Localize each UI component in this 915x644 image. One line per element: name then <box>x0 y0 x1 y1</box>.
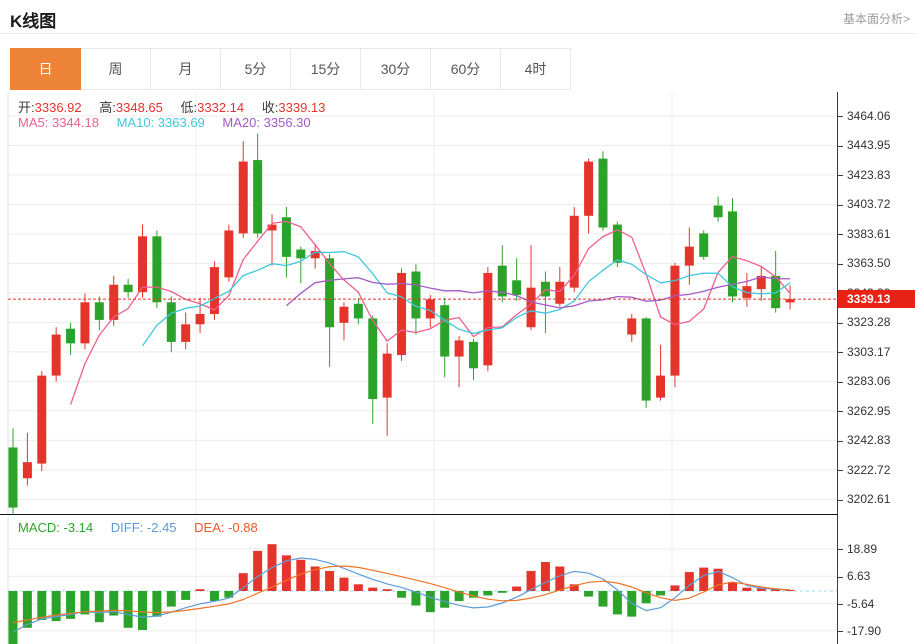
open-value: 3336.92 <box>34 100 82 115</box>
dea-value: -0.88 <box>228 520 258 535</box>
axis-tick-label: 3323.28 <box>838 314 890 330</box>
axis-tick-label: 3202.61 <box>838 491 890 507</box>
ma20-label: MA20: <box>222 115 260 130</box>
tab-15min[interactable]: 15分 <box>290 48 361 90</box>
axis-tick-label: -5.64 <box>838 596 874 612</box>
tab-30min[interactable]: 30分 <box>360 48 431 90</box>
tab-week[interactable]: 周 <box>80 48 151 90</box>
panel-divider <box>0 514 838 515</box>
low-label: 低: <box>180 100 198 115</box>
ma-bar: MA5: 3344.18 MA10: 3363.69 MA20: 3356.30 <box>18 115 311 130</box>
macd-value: -3.14 <box>63 520 94 535</box>
axis-tick-label: 3262.95 <box>838 403 890 419</box>
axis-tick-label: 18.89 <box>838 541 877 557</box>
axis-tick-label: 3303.17 <box>838 344 890 360</box>
tab-month[interactable]: 月 <box>150 48 221 90</box>
axis-tick-label: 3283.06 <box>838 373 890 389</box>
axis-tick-label: 6.63 <box>838 568 870 584</box>
macd-label: MACD: <box>18 520 60 535</box>
open-label: 开: <box>18 100 35 115</box>
dea-label: DEA: <box>194 520 225 535</box>
axis-tick-label: 3363.50 <box>838 255 890 271</box>
page-title: K线图 <box>10 12 57 31</box>
ma5-value: 3344.18 <box>51 115 99 130</box>
axis-tick-label: 3383.61 <box>838 226 890 242</box>
axis-tick-label: 3242.83 <box>838 432 890 448</box>
ma10-value: 3363.69 <box>157 115 205 130</box>
fundamental-analysis-link[interactable]: 基本面分析> <box>842 12 910 26</box>
axis-tick-label: -17.90 <box>838 623 881 639</box>
axis-tick-label: 3403.72 <box>838 196 890 212</box>
current-price-badge: 3339.13 <box>838 290 915 309</box>
axis-tick-label: 3222.72 <box>838 462 890 478</box>
macd-bar: MACD: -3.14 DIFF: -2.45 DEA: -0.88 <box>18 520 258 535</box>
ma5-label: MA5: <box>18 115 49 130</box>
tab-5min[interactable]: 5分 <box>220 48 291 90</box>
tab-60min[interactable]: 60分 <box>430 48 501 90</box>
tab-4hour[interactable]: 4时 <box>500 48 571 90</box>
tab-day[interactable]: 日 <box>10 48 81 90</box>
ma20-value: 3356.30 <box>263 115 311 130</box>
axis-tick-label: 3464.06 <box>838 108 890 124</box>
candlestick-chart-canvas[interactable] <box>0 92 838 515</box>
header: K线图 基本面分析> <box>0 0 915 34</box>
high-label: 高: <box>99 100 116 115</box>
diff-label: DIFF: <box>110 520 144 535</box>
close-label: 收: <box>261 100 279 115</box>
period-tab-bar: 日 周 月 5分 15分 30分 60分 4时 <box>10 48 571 90</box>
close-value: 3339.13 <box>278 100 326 115</box>
axis-tick-label: 3443.95 <box>838 137 890 153</box>
low-value: 3332.14 <box>197 100 245 115</box>
price-axis: 3339.13 3464.06 3443.95 3423.83 3403.72 3383… <box>837 92 915 644</box>
diff-value: -2.45 <box>146 520 177 535</box>
high-value: 3348.65 <box>115 100 163 115</box>
ohlc-bar: 开:3336.92 高:3348.65 低:3332.14 收:3339.13 <box>18 97 325 116</box>
ma10-label: MA10: <box>116 115 155 130</box>
macd-chart-canvas[interactable] <box>0 517 838 644</box>
axis-tick-label: 3423.83 <box>838 167 890 183</box>
